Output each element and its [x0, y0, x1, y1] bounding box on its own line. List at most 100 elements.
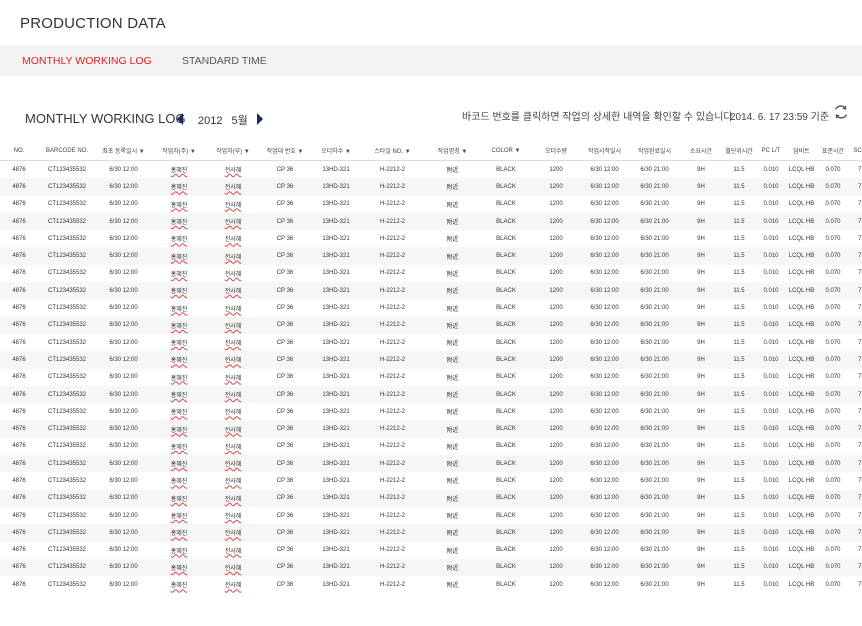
- barcode-link[interactable]: CT123435532: [38, 420, 96, 438]
- barcode-link[interactable]: CT123435532: [47, 374, 87, 381]
- barcode-link[interactable]: CT123435532: [47, 443, 87, 450]
- table-cell: 附近: [424, 385, 481, 404]
- barcode-link[interactable]: CT123435532: [38, 282, 96, 300]
- barcode-link[interactable]: CT123435532: [38, 489, 96, 507]
- table-cell: H-2212-2: [361, 385, 424, 404]
- table-row: 4876 CT123435532 6/30 12:00 홍혜진 전사혜 CP 36 13HD…: [0, 351, 862, 369]
- table-cell: 0.010: [763, 235, 779, 242]
- tab-standard-time[interactable]: STANDARD TIME: [182, 55, 267, 67]
- barcode-link[interactable]: CT123435532: [47, 581, 87, 588]
- table-cell: 1200: [531, 351, 581, 369]
- table-cell: 11.5: [721, 524, 757, 542]
- barcode-link[interactable]: CT123435532: [38, 178, 96, 196]
- table-cell: 홍혜진: [151, 489, 207, 507]
- table-cell: 9H: [697, 443, 705, 450]
- table-cell: 6/30 21:00: [628, 212, 681, 231]
- column-header[interactable]: 스타일 NO. ▼: [361, 141, 424, 161]
- table-row: 4876 CT123435532 6/30 12:00 홍혜진 전사혜 CP 36 13HD…: [0, 472, 862, 489]
- table-cell: 附近: [446, 237, 459, 244]
- table-cell: LCQL HB: [785, 524, 818, 542]
- table-row: 4876 CT123435532 6/30 12:00 홍혜진 전사혜 CP 36 13HD…: [0, 334, 862, 351]
- table-cell: 6/30 21:00: [640, 235, 669, 242]
- table-cell: LCQL HB: [788, 547, 815, 554]
- next-month-icon[interactable]: [257, 113, 263, 125]
- tab-monthly-working-log[interactable]: MONTHLY WORKING LOG: [22, 55, 152, 67]
- table-cell: LCQL HB: [788, 235, 815, 242]
- barcode-link[interactable]: CT123435532: [47, 270, 87, 277]
- table-cell: 6/30 12:00: [109, 477, 138, 484]
- table-cell: 0.010: [757, 455, 785, 473]
- column-header[interactable]: 작업명칭 ▼: [424, 141, 481, 161]
- table-cell: 7.30: [848, 455, 862, 473]
- barcode-link[interactable]: CT123435532: [47, 547, 87, 554]
- barcode-link[interactable]: CT123435532: [38, 351, 96, 369]
- table-cell: 7.30: [858, 443, 862, 450]
- table-cell: BLACK: [496, 408, 516, 415]
- table-cell: 0.010: [763, 374, 779, 381]
- table-cell: 7.30: [848, 420, 862, 438]
- table-cell: CP 36: [259, 316, 311, 334]
- table-cell: CP 36: [276, 270, 294, 277]
- barcode-link[interactable]: CT123435532: [47, 477, 87, 484]
- barcode-link[interactable]: CT123435532: [47, 166, 87, 173]
- table-cell: 전사혜: [207, 351, 259, 369]
- refresh-icon[interactable]: [832, 103, 850, 121]
- barcode-link[interactable]: CT123435532: [47, 201, 87, 208]
- column-header[interactable]: 오더차수 ▼: [311, 141, 361, 161]
- barcode-link[interactable]: CT123435532: [47, 235, 87, 242]
- period-month: 5월: [231, 115, 248, 127]
- table-cell: 0.010: [757, 385, 785, 404]
- table-cell: 7.30: [858, 477, 862, 484]
- barcode-link[interactable]: CT123435532: [38, 247, 96, 265]
- table-cell: CP 36: [259, 351, 311, 369]
- table-cell: 6/30 12:00: [96, 524, 151, 542]
- table-row: 4876 CT123435532 6/30 12:00 홍혜진 전사혜 CP 36 13HD…: [0, 299, 862, 316]
- table-cell: 6/30 21:00: [640, 374, 669, 381]
- table-cell: 0.070: [825, 512, 841, 519]
- column-header[interactable]: 작업대 번호 ▼: [259, 141, 311, 161]
- table-cell: 4876: [0, 385, 38, 404]
- column-header[interactable]: 작업자(주) ▼: [151, 141, 207, 161]
- barcode-link[interactable]: CT123435532: [38, 455, 96, 473]
- barcode-link[interactable]: CT123435532: [38, 524, 96, 542]
- table-cell: 6/30 21:00: [640, 201, 669, 208]
- table-cell: 13HD-321: [311, 420, 361, 438]
- table-cell: H-2212-2: [361, 212, 424, 231]
- column-header[interactable]: 작업자(부) ▼: [207, 141, 259, 161]
- table-cell: 0.070: [825, 581, 841, 588]
- barcode-link[interactable]: CT123435532: [38, 316, 96, 334]
- table-cell: 附近: [424, 558, 481, 577]
- column-header[interactable]: 최초 등록일시 ▼: [96, 141, 151, 161]
- table-cell: H-2212-2: [379, 374, 405, 381]
- table-cell: 홍혜진: [151, 455, 207, 473]
- table-cell: 9H: [697, 305, 705, 312]
- table-cell: 9H: [697, 166, 705, 173]
- table-cell: 홍혜진: [151, 524, 207, 542]
- table-cell: 附近: [446, 271, 459, 278]
- table-row: 4876 CT123435532 6/30 12:00 홍혜진 전사혜 CP 36 13HD…: [0, 524, 862, 542]
- barcode-link[interactable]: CT123435532: [38, 558, 96, 577]
- table-cell: 0.070: [825, 339, 841, 346]
- table-cell: 7.30: [848, 178, 862, 196]
- barcode-link[interactable]: CT123435532: [38, 385, 96, 404]
- table-cell: H-2212-2: [361, 282, 424, 300]
- table-cell: 4876: [12, 408, 26, 415]
- table-cell: 7.30: [858, 408, 862, 415]
- prev-month-icon[interactable]: [177, 113, 183, 125]
- barcode-link[interactable]: CT123435532: [47, 339, 87, 346]
- table-cell: 7.30: [858, 374, 862, 381]
- table-cell: 13HD-321: [311, 247, 361, 265]
- table-cell: 전사혜: [224, 479, 242, 486]
- table-cell: 11.5: [733, 547, 745, 554]
- table-cell: 6/30 21:00: [628, 385, 681, 404]
- table-cell: BLACK: [496, 547, 516, 554]
- barcode-link[interactable]: CT123435532: [47, 512, 87, 519]
- table-row: 4876 CT123435532 6/30 12:00 홍혜진 전사혜 CP 36 13HD…: [0, 403, 862, 420]
- barcode-link[interactable]: CT123435532: [38, 212, 96, 231]
- barcode-link[interactable]: CT123435532: [47, 305, 87, 312]
- table-cell: 4876: [12, 270, 26, 277]
- column-header[interactable]: COLOR ▼: [481, 141, 531, 161]
- barcode-link[interactable]: CT123435532: [47, 408, 87, 415]
- table-cell: 홍혜진: [151, 316, 207, 334]
- table-cell: 6/30 12:00: [96, 385, 151, 404]
